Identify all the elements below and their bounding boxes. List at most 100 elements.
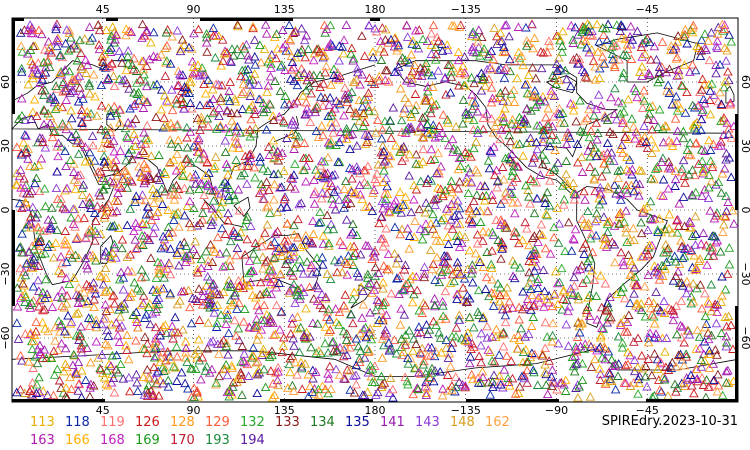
- observation-marker: [25, 45, 36, 54]
- observation-marker: [664, 209, 675, 219]
- observation-marker: [268, 378, 278, 388]
- observation-marker: [268, 111, 278, 120]
- observation-marker: [208, 94, 219, 104]
- observation-marker: [301, 176, 311, 186]
- observation-marker: [169, 195, 180, 204]
- observation-marker: [624, 155, 635, 164]
- observation-marker: [577, 358, 588, 368]
- observation-marker: [203, 121, 214, 130]
- observation-marker: [507, 189, 517, 198]
- observation-marker: [308, 55, 319, 65]
- observation-marker: [222, 106, 232, 116]
- observation-marker: [622, 164, 632, 174]
- observation-marker: [84, 224, 95, 234]
- observation-marker: [556, 377, 567, 387]
- observation-marker: [105, 139, 116, 149]
- observation-marker: [250, 320, 260, 330]
- observation-marker: [543, 122, 553, 131]
- observation-marker: [700, 311, 711, 321]
- observation-marker: [587, 247, 598, 257]
- observation-marker: [96, 80, 107, 90]
- observation-marker: [145, 174, 156, 183]
- legend-item: 133: [275, 415, 300, 430]
- observation-marker: [363, 92, 374, 101]
- observation-marker: [627, 35, 638, 44]
- observation-marker: [488, 230, 499, 240]
- observation-marker: [288, 386, 299, 395]
- observation-marker: [376, 55, 387, 64]
- observation-marker: [558, 108, 568, 117]
- observation-marker: [289, 62, 299, 72]
- observation-marker: [86, 203, 96, 212]
- observation-marker: [208, 196, 219, 205]
- observation-marker: [117, 52, 127, 62]
- observation-marker: [660, 347, 670, 356]
- observation-marker: [274, 243, 284, 252]
- observation-marker: [617, 342, 628, 352]
- observation-marker: [94, 25, 105, 35]
- observation-marker: [185, 185, 195, 194]
- observation-marker: [345, 198, 356, 208]
- observation-marker: [196, 254, 207, 264]
- observation-marker: [589, 275, 600, 284]
- observation-marker: [104, 359, 114, 368]
- observation-marker: [642, 143, 653, 153]
- observation-marker: [153, 207, 163, 216]
- observation-marker: [579, 186, 589, 196]
- observation-marker: [217, 80, 227, 90]
- observation-marker: [309, 175, 319, 184]
- observation-marker: [687, 27, 698, 37]
- observation-marker: [355, 168, 365, 178]
- observation-marker: [395, 202, 406, 212]
- observation-marker: [246, 149, 256, 158]
- observation-marker: [270, 229, 281, 238]
- observation-marker: [497, 301, 507, 311]
- observation-marker: [112, 206, 122, 215]
- observation-marker: [182, 132, 192, 142]
- observation-marker: [355, 79, 365, 89]
- observation-marker: [118, 374, 129, 383]
- observation-marker: [84, 22, 95, 31]
- observation-marker: [106, 377, 117, 387]
- observation-marker: [695, 280, 706, 289]
- observation-marker: [687, 190, 697, 199]
- observation-marker: [198, 291, 208, 300]
- observation-marker: [151, 287, 162, 296]
- observation-marker: [448, 143, 459, 153]
- observation-marker: [324, 327, 334, 336]
- observation-marker: [40, 201, 51, 211]
- observation-marker: [90, 208, 100, 217]
- observation-marker: [86, 379, 96, 389]
- observation-marker: [573, 392, 583, 402]
- observation-marker: [652, 225, 663, 234]
- observation-marker: [327, 122, 337, 132]
- observation-marker: [719, 219, 729, 229]
- observation-marker: [523, 70, 534, 80]
- observation-marker: [189, 392, 199, 402]
- observation-marker: [592, 214, 603, 223]
- observation-marker: [629, 262, 640, 272]
- observation-marker: [173, 207, 183, 217]
- observation-marker: [252, 369, 263, 379]
- observation-marker: [358, 286, 368, 296]
- observation-marker: [23, 79, 34, 89]
- observation-marker: [364, 20, 374, 30]
- observation-marker: [685, 218, 696, 227]
- observation-marker: [530, 102, 541, 112]
- observation-marker: [246, 114, 256, 124]
- observation-marker: [373, 268, 384, 277]
- observation-marker: [142, 364, 153, 374]
- observation-marker: [149, 80, 159, 90]
- observation-marker: [419, 262, 430, 271]
- observation-marker: [28, 363, 38, 372]
- observation-marker: [454, 153, 465, 163]
- observation-marker: [302, 333, 312, 342]
- observation-marker: [428, 224, 438, 233]
- observation-marker: [224, 96, 235, 105]
- observation-marker: [287, 318, 297, 328]
- observation-marker: [613, 173, 623, 182]
- observation-marker: [540, 243, 551, 253]
- observation-marker: [232, 243, 243, 252]
- observation-marker: [606, 312, 616, 322]
- observation-marker: [698, 166, 708, 176]
